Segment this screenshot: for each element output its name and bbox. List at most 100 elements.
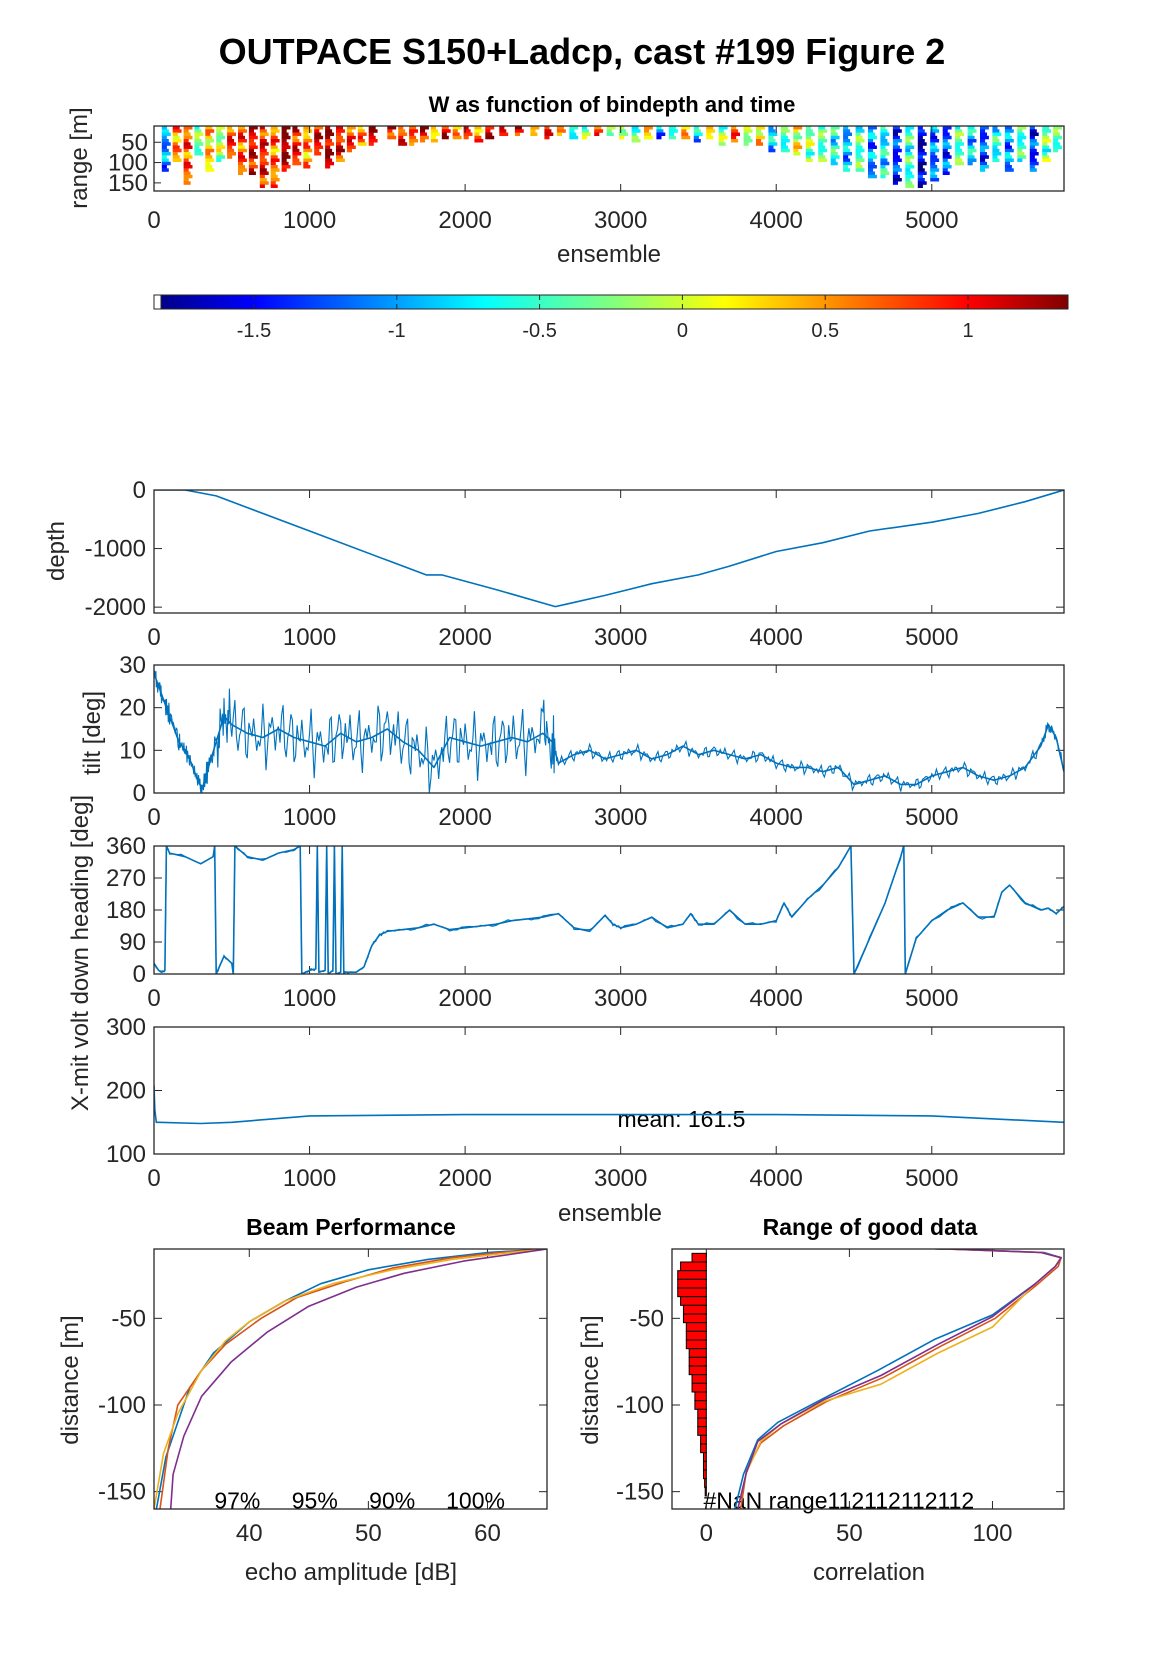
- w-image-cell: [718, 132, 726, 136]
- w-image-cell: [830, 132, 838, 136]
- w-image-cell: [980, 165, 989, 169]
- w-image-cell: [183, 129, 189, 133]
- w-image-cell: [631, 129, 641, 133]
- corr-bar: [697, 1417, 707, 1428]
- w-image-cell: [248, 129, 254, 133]
- w-image-cell: [917, 155, 923, 159]
- w-image-cell: [216, 158, 222, 162]
- w-image-cell: [892, 135, 900, 140]
- w-image-cell: [905, 165, 915, 169]
- w-image-cell: [259, 184, 265, 188]
- w-image-cell: [980, 129, 986, 133]
- voltage-xtick-label: 2000: [438, 1165, 491, 1192]
- w-image-cell: [743, 132, 749, 136]
- w-image-cell: [805, 155, 811, 159]
- w-image-cell: [955, 126, 961, 130]
- w-image-cell: [905, 161, 913, 166]
- w-image-cell: [227, 155, 233, 159]
- w-image-cell: [270, 152, 276, 156]
- w-image-cell: [205, 135, 213, 140]
- w-image-cell: [967, 161, 973, 166]
- w-image-cell: [485, 126, 495, 130]
- w-image-cell: [292, 142, 302, 146]
- w-image-cell: [731, 126, 737, 130]
- tilt-xtick-label: 3000: [594, 804, 647, 831]
- w-image-cell: [581, 126, 587, 130]
- w-image-cell: [172, 145, 180, 149]
- w-image-cell: [768, 148, 776, 153]
- w-image-cell: [336, 135, 343, 140]
- w-image-cell: [980, 132, 987, 136]
- w-image-cell: [556, 129, 566, 133]
- beam-xtick-label: 40: [236, 1520, 263, 1547]
- heading-series-line: [154, 846, 1064, 974]
- w-image-cell: [930, 171, 936, 175]
- w-image-cell: [917, 168, 925, 172]
- w-image-cell: [205, 132, 211, 136]
- w-image-cell: [942, 171, 950, 175]
- w-image-cell: [830, 139, 836, 143]
- w-image-cell: [314, 148, 320, 153]
- w-image-cell: [731, 129, 739, 133]
- w-image-cell: [270, 139, 280, 143]
- w-image-cell: [818, 155, 826, 159]
- w-image-cell: [398, 126, 404, 130]
- w-image-cell: [474, 135, 482, 140]
- w-image-cell: [830, 135, 840, 140]
- corr-bar: [680, 1261, 707, 1272]
- w-image-cell: [930, 142, 936, 146]
- w-image-cell: [656, 132, 666, 136]
- w-image-cell: [216, 129, 222, 133]
- w-image-cell: [314, 129, 320, 133]
- w-image-cell: [368, 132, 374, 136]
- w-image-cell: [880, 132, 890, 136]
- w-image-cell: [238, 152, 244, 156]
- w-image-cell: [325, 161, 334, 166]
- w-image-cell: [556, 132, 562, 136]
- w-image-cell: [644, 135, 653, 140]
- w-image-cell: [917, 184, 923, 188]
- w-image-cell: [216, 145, 226, 149]
- corr-bar: [700, 1443, 707, 1454]
- corr-bar: [677, 1270, 707, 1280]
- w-image-cell: [581, 135, 587, 140]
- beam-beam-label: 97%: [214, 1487, 260, 1513]
- w-image-cell: [325, 152, 334, 156]
- w-image-cell: [843, 158, 851, 162]
- w-image-cell: [892, 158, 902, 162]
- w-image-cell: [780, 139, 790, 143]
- w-image-cell: [238, 165, 245, 169]
- w-image-cell: [430, 132, 440, 136]
- beam-frame: [153, 1248, 548, 1510]
- w-image-cell: [967, 145, 975, 149]
- w-image-cell: [238, 132, 244, 136]
- colorbar-tick-label: -0.5: [522, 320, 556, 342]
- w-image-cell: [292, 148, 300, 153]
- w-image-cell: [917, 161, 927, 166]
- w-image-cell: [656, 135, 662, 140]
- w-image-cell: [303, 158, 313, 162]
- w-image-cell: [681, 135, 691, 140]
- w-image-cell: [656, 126, 662, 130]
- w-image-cell: [172, 129, 182, 133]
- w-image-cell: [216, 148, 222, 153]
- w-image-cell: [818, 148, 828, 153]
- w-image-cell: [325, 135, 331, 140]
- w-image-cell: [238, 139, 247, 143]
- w-image-cell: [905, 139, 911, 143]
- w-image-cell: [183, 135, 193, 140]
- w-image-cell: [843, 152, 852, 156]
- tilt-panel: tilt [deg] 0 1000 2000 3000 4000 5000 0 10 20 30: [79, 652, 1065, 831]
- w-image-cell: [967, 158, 977, 162]
- w-image-cell: [905, 145, 915, 149]
- w-image-cell: [980, 152, 987, 156]
- w-image-cell: [216, 152, 224, 156]
- w-image-cell: [227, 135, 233, 140]
- w-image-cell: [843, 139, 851, 143]
- w-image-cell: [1004, 139, 1014, 143]
- w-image-cell: [656, 129, 664, 133]
- w-image-frame: [153, 125, 1065, 192]
- w-image-cell: [930, 158, 940, 162]
- w-image-cell: [830, 129, 836, 133]
- w-image-cell: [1042, 148, 1052, 153]
